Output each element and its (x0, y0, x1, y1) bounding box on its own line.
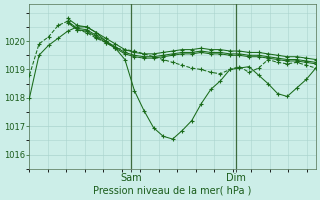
X-axis label: Pression niveau de la mer( hPa ): Pression niveau de la mer( hPa ) (93, 186, 252, 196)
